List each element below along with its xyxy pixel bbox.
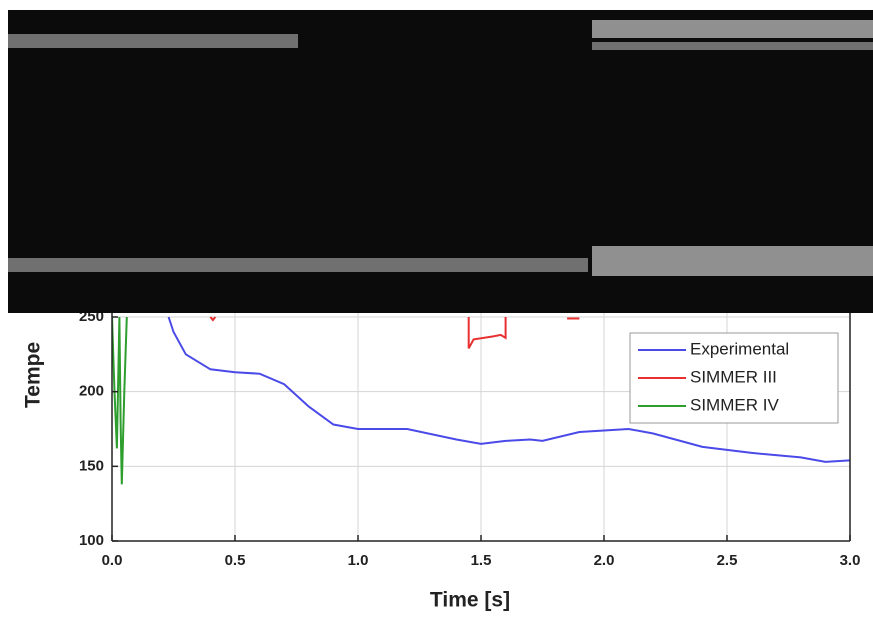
legend: Experimental SIMMER III SIMMER IV <box>629 332 839 424</box>
y-axis-label: Tempe <box>22 342 45 408</box>
x-tick-label: 0.0 <box>102 552 123 569</box>
x-axis-label: Time [s] <box>430 589 510 612</box>
x-tick-label: 1.5 <box>471 552 492 569</box>
y-tick-label: 100 <box>79 532 104 549</box>
legend-label: SIMMER III <box>690 367 777 386</box>
legend-label: SIMMER IV <box>690 395 779 414</box>
series-line <box>112 316 128 485</box>
corrupted-overlay <box>8 10 873 313</box>
y-tick-label: 200 <box>79 383 104 400</box>
x-tick-label: 1.0 <box>348 552 369 569</box>
series-line <box>167 316 850 463</box>
x-tick-label: 3.0 <box>840 552 861 569</box>
x-tick-label: 2.5 <box>717 552 738 569</box>
x-tick-label: 0.5 <box>225 552 246 569</box>
legend-label: Experimental <box>690 339 789 358</box>
series-line <box>209 316 580 349</box>
y-tick-label: 150 <box>79 457 104 474</box>
plot-lines <box>112 316 850 485</box>
x-tick-label: 2.0 <box>594 552 615 569</box>
